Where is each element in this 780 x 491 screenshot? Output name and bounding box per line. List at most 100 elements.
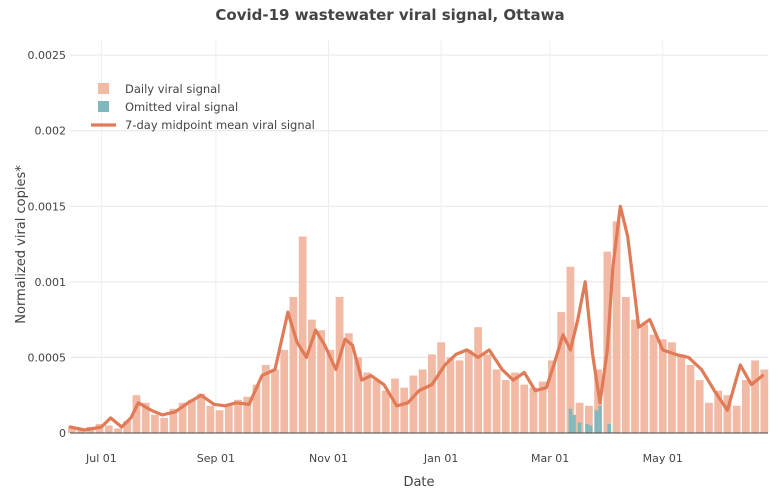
y-tick-label: 0.0015	[28, 200, 67, 213]
omitted-signal-bar[interactable]	[577, 422, 582, 433]
daily-signal-bar[interactable]	[585, 405, 593, 433]
daily-signal-bar[interactable]	[640, 324, 649, 433]
daily-signal-bar[interactable]	[160, 417, 169, 433]
daily-signal-bar[interactable]	[686, 364, 695, 433]
daily-signal-bar[interactable]	[446, 357, 455, 433]
daily-signal-bar[interactable]	[354, 357, 362, 433]
legend-label[interactable]: 7-day midpoint mean viral signal	[125, 118, 315, 132]
legend-swatch[interactable]	[98, 83, 109, 94]
daily-signal-bar[interactable]	[695, 380, 704, 433]
daily-signal-bar[interactable]	[612, 221, 621, 433]
y-tick-label: 0	[59, 427, 66, 440]
daily-signal-bar[interactable]	[280, 349, 289, 433]
omitted-signal-bar[interactable]	[598, 405, 602, 433]
daily-signal-bar[interactable]	[326, 349, 335, 433]
x-tick-label: Nov 01	[309, 452, 348, 465]
daily-signal-bar[interactable]	[344, 333, 353, 433]
x-tick-label: May 01	[643, 452, 683, 465]
daily-signal-bar[interactable]	[243, 396, 252, 433]
legend[interactable]: Daily viral signal Omitted viral signal 7-…	[91, 82, 315, 132]
daily-signal-bar[interactable]	[631, 319, 639, 433]
daily-signal-bar[interactable]	[335, 296, 344, 433]
daily-signal-bar[interactable]	[455, 360, 464, 433]
y-tick-label: 0.002	[35, 125, 67, 138]
daily-signal-bar[interactable]	[289, 296, 298, 433]
y-axis-title: Normalized viral copies*	[14, 165, 29, 324]
daily-signal-bar[interactable]	[215, 410, 224, 433]
daily-signal-bar[interactable]	[511, 372, 519, 433]
daily-signal-bar[interactable]	[557, 312, 566, 433]
y-tick-label: 0.0025	[28, 49, 67, 62]
daily-signal-bar[interactable]	[428, 354, 436, 433]
daily-signal-bar[interactable]	[169, 408, 178, 433]
mean-signal-line[interactable]	[68, 204, 765, 432]
daily-signal-bar[interactable]	[492, 369, 501, 433]
daily-signal-bar[interactable]	[483, 354, 492, 433]
daily-signal-bar[interactable]	[575, 402, 584, 433]
daily-signal-bar[interactable]	[298, 236, 307, 434]
daily-signal-bar[interactable]	[317, 330, 326, 433]
daily-signal-bar[interactable]	[141, 402, 150, 433]
omitted-signal-bar[interactable]	[572, 414, 576, 433]
daily-signal-bar[interactable]	[224, 404, 233, 433]
daily-signal-bar[interactable]	[114, 428, 122, 433]
daily-signal-bar[interactable]	[372, 380, 381, 433]
legend-swatch[interactable]	[98, 101, 109, 112]
daily-signal-bar[interactable]	[658, 339, 667, 433]
daily-signal-bar[interactable]	[381, 390, 390, 433]
daily-signal-bar[interactable]	[677, 354, 686, 433]
daily-signal-bar[interactable]	[151, 414, 159, 433]
daily-signal-bar[interactable]	[464, 349, 473, 433]
daily-signal-bar[interactable]	[418, 369, 427, 433]
axes: 0 0.0005 0.001 0.0015 0.002 0.0025 Jul 01 Sep 0…	[28, 49, 768, 465]
daily-signal-bar[interactable]	[529, 387, 538, 433]
daily-signal-bar[interactable]	[197, 393, 205, 433]
daily-signal-bar[interactable]	[474, 327, 482, 433]
daily-signal-bar[interactable]	[621, 296, 630, 433]
omitted-signal-bar[interactable]	[594, 410, 599, 433]
daily-signal-bar[interactable]	[104, 425, 113, 433]
daily-signal-bar[interactable]	[187, 399, 196, 433]
daily-signal-bar[interactable]	[271, 369, 279, 433]
x-axis-title: Date	[403, 475, 434, 490]
daily-signal-bar[interactable]	[723, 395, 732, 433]
omitted-signal-bar[interactable]	[585, 423, 589, 433]
omitted-signal-bar[interactable]	[588, 425, 593, 433]
daily-signal-bar[interactable]	[714, 390, 723, 433]
daily-signal-bar[interactable]	[132, 395, 141, 433]
daily-signal-bar[interactable]	[501, 380, 510, 433]
daily-signal-bar[interactable]	[252, 384, 261, 433]
daily-signal-bar[interactable]	[520, 384, 529, 433]
daily-signal-bar[interactable]	[649, 334, 658, 433]
daily-signal-bar[interactable]	[261, 364, 270, 433]
daily-signal-bar[interactable]	[732, 405, 741, 433]
daily-signal-bar[interactable]	[538, 381, 547, 433]
daily-signal-bar[interactable]	[751, 360, 759, 433]
daily-signal-bar[interactable]	[594, 369, 602, 433]
daily-signal-bar[interactable]	[668, 342, 676, 433]
y-tick-label: 0.001	[35, 276, 67, 289]
legend-label[interactable]: Daily viral signal	[125, 82, 220, 96]
daily-signal-bar[interactable]	[234, 399, 242, 433]
daily-signal-bar[interactable]	[123, 420, 132, 433]
daily-signal-bar[interactable]	[400, 387, 409, 433]
omitted-signal-bar[interactable]	[607, 423, 611, 433]
x-tick-label: Mar 01	[531, 452, 569, 465]
legend-label[interactable]: Omitted viral signal	[125, 100, 238, 114]
daily-signal-bar[interactable]	[741, 380, 750, 433]
daily-signal-bar[interactable]	[705, 402, 713, 433]
daily-signal-bar[interactable]	[178, 402, 187, 433]
daily-signal-bar[interactable]	[437, 342, 446, 433]
daily-signal-bar[interactable]	[206, 405, 215, 433]
daily-signal-bar[interactable]	[67, 428, 76, 433]
daily-signal-bar[interactable]	[363, 372, 372, 433]
daily-signal-bar[interactable]	[77, 429, 85, 433]
daily-signal-bar[interactable]	[409, 375, 418, 433]
x-tick-label: Sep 01	[197, 452, 235, 465]
daily-signal-bar[interactable]	[308, 319, 316, 433]
x-tick-label: Jan 01	[423, 452, 458, 465]
omitted-signal-bar[interactable]	[568, 408, 573, 433]
daily-signal-bar[interactable]	[548, 360, 556, 433]
daily-signal-bar[interactable]	[760, 369, 769, 433]
